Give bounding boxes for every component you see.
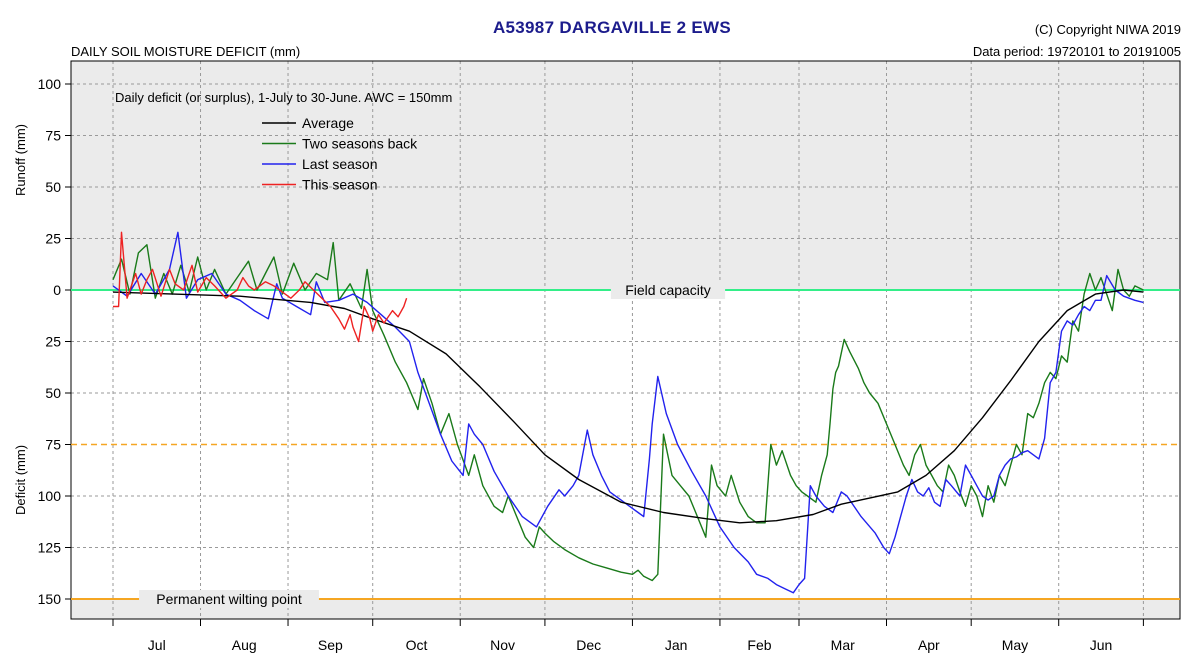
series-line-last-season bbox=[112, 231, 1144, 594]
x-tick-label-oct: Oct bbox=[406, 637, 428, 653]
x-tick-label-aug: Aug bbox=[232, 637, 257, 653]
series-line-two-seasons-back bbox=[112, 241, 1144, 582]
y-tick-label: 50 bbox=[45, 385, 61, 401]
reference-line-field-capacity-label-bg bbox=[610, 281, 726, 299]
copyright-notice: (C) Copyright NIWA 2019 bbox=[1034, 22, 1181, 37]
x-tick-label-jun: Jun bbox=[1090, 637, 1113, 653]
reference-line-field-capacity-label: Field capacity bbox=[625, 282, 711, 298]
x-tick-label-apr: Apr bbox=[918, 637, 940, 653]
legend-label: This season bbox=[302, 177, 377, 193]
y-tick-label: 75 bbox=[45, 128, 61, 144]
y-axis-label-deficit: Deficit (mm) bbox=[13, 445, 28, 515]
chart-subtitle: DAILY SOIL MOISTURE DEFICIT (mm) bbox=[71, 44, 301, 59]
y-tick-label: 125 bbox=[38, 540, 62, 556]
chart-title: A53987 DARGAVILLE 2 EWS bbox=[492, 18, 732, 37]
chart-legend: Average Two seasons back Last season This s… bbox=[262, 115, 418, 193]
y-tick-label: 100 bbox=[38, 76, 62, 92]
reference-line-permanent-wilting-point-label: Permanent wilting point bbox=[156, 591, 302, 607]
x-tick-label-jan: Jan bbox=[665, 637, 688, 653]
x-tick-label-may: May bbox=[1002, 637, 1028, 653]
y-tick-label: 25 bbox=[45, 231, 61, 247]
x-tick-label-sep: Sep bbox=[318, 637, 343, 653]
y-tick-label: 75 bbox=[45, 437, 61, 453]
y-tick-label: 0 bbox=[53, 282, 61, 298]
x-tick-label-jul: Jul bbox=[148, 637, 166, 653]
x-tick-label-feb: Feb bbox=[747, 637, 771, 653]
y-tick-label: 50 bbox=[45, 179, 61, 195]
chart-note: Daily deficit (or surplus), 1-July to 30… bbox=[115, 90, 452, 105]
series-line-this-season bbox=[113, 231, 408, 343]
legend-label: Average bbox=[302, 115, 354, 131]
runoff-zone-shading bbox=[71, 61, 1180, 290]
legend-label: Last season bbox=[302, 156, 378, 172]
y-axis-label-runoff: Runoff (mm) bbox=[13, 124, 28, 196]
y-tick-label: 100 bbox=[38, 488, 62, 504]
x-tick-label-nov: Nov bbox=[490, 637, 515, 653]
legend-label: Two seasons back bbox=[302, 136, 418, 152]
plot-frame bbox=[70, 60, 1181, 620]
x-tick-label-dec: Dec bbox=[576, 637, 601, 653]
y-tick-label: 25 bbox=[45, 334, 61, 350]
below-wilting-shading bbox=[71, 599, 1180, 619]
y-tick-label: 150 bbox=[38, 591, 62, 607]
reference-line-permanent-wilting-point-label-bg bbox=[139, 590, 319, 608]
x-tick-label-mar: Mar bbox=[831, 637, 855, 653]
data-period: Data period: 19720101 to 20191005 bbox=[972, 44, 1181, 59]
series-line-average bbox=[112, 289, 1144, 524]
